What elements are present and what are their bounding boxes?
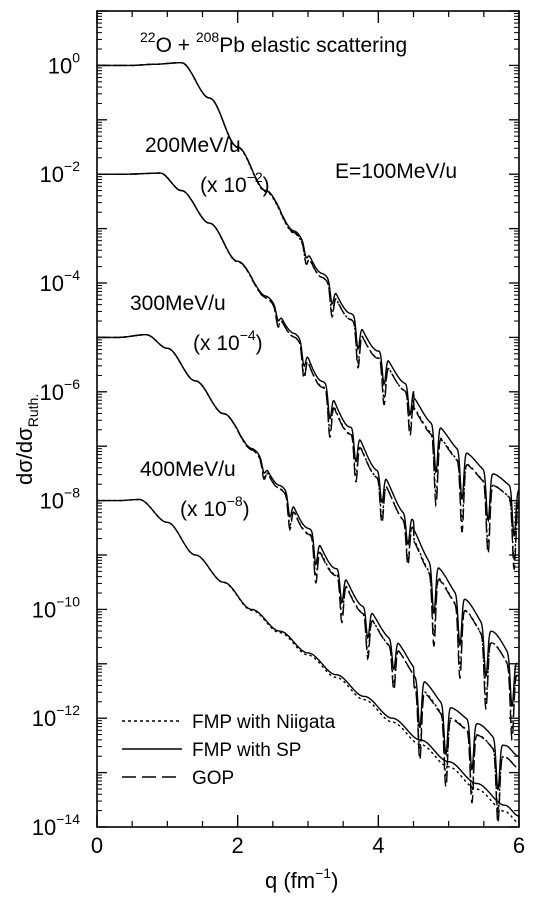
- y-tick-label: 10−6: [40, 376, 81, 405]
- annotation-e300: 300MeV/u: [130, 292, 226, 315]
- x-tick-label: 4: [372, 833, 384, 858]
- x-tick-label: 2: [232, 833, 244, 858]
- curve-100mev-u-dashed: [97, 62, 520, 570]
- y-tick-label: 10−2: [40, 158, 81, 187]
- axis-ticks: 0 2 4 6 100 10−2 10−4 10−6 10−8 10−10 10−12 10−14: [32, 10, 525, 858]
- x-axis-title: q (fm−1): [265, 865, 338, 893]
- curve-200mev-u-solid: [97, 172, 519, 707]
- legend-label-niigata: FMP with Niigata: [192, 712, 336, 733]
- annotation-e200-scale: (x 10−2): [200, 169, 270, 197]
- y-axis-title: dσ/dσRuth.: [12, 394, 41, 485]
- annotation-e400-scale: (x 10−8): [180, 493, 250, 521]
- y-tick-label: 10−12: [32, 702, 80, 731]
- legend-label-gop: GOP: [192, 768, 234, 789]
- legend: FMP with Niigata FMP with SP GOP: [122, 712, 336, 789]
- y-tick-label: 10−14: [32, 811, 80, 840]
- curves: [97, 62, 520, 824]
- curve-300mev-u-dotted: [97, 334, 520, 814]
- curve-200mev-u-dashed: [97, 172, 520, 742]
- annotation-e300-scale: (x 10−4): [193, 327, 263, 355]
- x-tick-label: 0: [91, 833, 103, 858]
- chart-title: 22O + 208Pb elastic scattering: [140, 29, 407, 57]
- y-tick-label: 100: [48, 49, 80, 78]
- curve-300mev-u-dashed: [97, 334, 520, 824]
- x-tick-label: 6: [513, 833, 525, 858]
- legend-label-sp: FMP with SP: [192, 740, 301, 761]
- annotation-e100: E=100MeV/u: [335, 160, 457, 183]
- annotation-e200: 200MeV/u: [145, 134, 241, 157]
- annotation-e400: 400MeV/u: [140, 458, 236, 481]
- curve-400mev-u-solid: [97, 498, 519, 817]
- y-tick-label: 10−4: [40, 267, 81, 296]
- curve-400mev-u-dotted: [97, 498, 519, 824]
- y-tick-label: 10−8: [40, 485, 81, 514]
- y-tick-label: 10−10: [32, 593, 80, 622]
